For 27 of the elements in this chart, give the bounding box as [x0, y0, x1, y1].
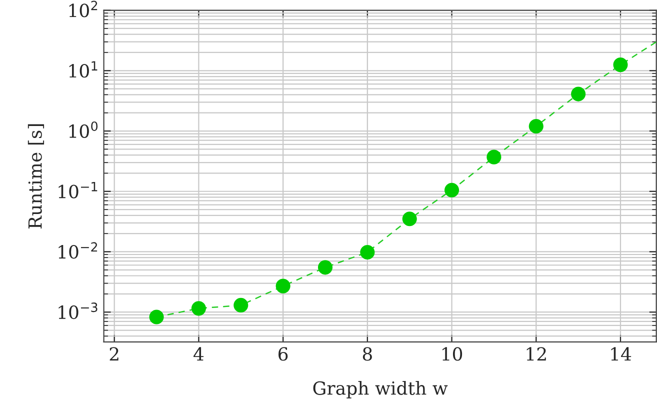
x-tick-label: 8: [362, 347, 372, 361]
y-tick-label: 10$^{1}$: [69, 61, 98, 78]
x-axis-title: Graph width w: [313, 380, 448, 398]
point: [149, 310, 164, 324]
point: [528, 118, 544, 134]
x-tick-label: 4: [194, 347, 204, 361]
point: [234, 298, 248, 312]
point: [360, 244, 375, 260]
x-tick-label: 14: [611, 347, 632, 361]
point: [444, 182, 460, 198]
x-tick-label: 6: [278, 347, 288, 361]
y-tick-label: 10$^{−3}$: [58, 302, 98, 320]
point: [402, 212, 417, 226]
point: [571, 86, 586, 102]
point: [613, 58, 628, 72]
x-tick-label: 12: [526, 347, 546, 361]
point: [191, 301, 206, 316]
x-tick-label: 2: [110, 347, 118, 361]
y-axis-title: Runtime [s]: [28, 124, 44, 229]
point: [276, 278, 290, 294]
point: [318, 260, 333, 275]
y-tick-label: 10$^{−1}$: [58, 182, 98, 198]
y-tick-label: 10$^{0}$: [69, 121, 98, 138]
x-tick-label: 10: [442, 347, 462, 361]
point: [486, 150, 502, 164]
y-tick-label: 10$^{−2}$: [58, 242, 98, 259]
y-tick-label: 10$^{2}$: [69, 0, 98, 18]
